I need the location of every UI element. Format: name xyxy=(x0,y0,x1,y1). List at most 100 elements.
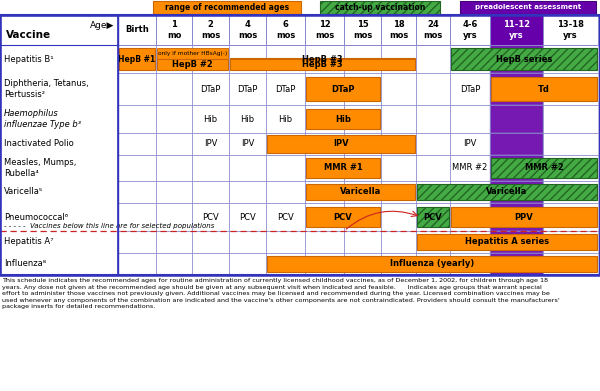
Bar xyxy=(490,181,543,203)
Bar xyxy=(543,203,598,231)
Bar xyxy=(344,231,381,253)
Bar xyxy=(490,231,543,253)
Bar xyxy=(229,105,266,133)
Bar xyxy=(156,105,192,133)
Bar xyxy=(305,181,344,203)
Text: PCV: PCV xyxy=(239,212,256,221)
Bar xyxy=(416,133,450,155)
Bar xyxy=(306,207,380,227)
Bar xyxy=(344,45,381,73)
Bar xyxy=(192,231,229,253)
Text: Hepatitis A⁷: Hepatitis A⁷ xyxy=(4,237,53,246)
Bar xyxy=(156,155,192,181)
Bar xyxy=(229,181,266,203)
Bar xyxy=(230,58,415,60)
Bar xyxy=(490,181,543,203)
Bar xyxy=(305,105,344,133)
Text: MMR #2: MMR #2 xyxy=(524,163,563,172)
Text: DTaP: DTaP xyxy=(331,84,355,93)
Bar xyxy=(305,231,344,253)
Bar xyxy=(0,15,118,275)
Bar xyxy=(192,181,229,203)
Text: IPV: IPV xyxy=(204,140,217,149)
Bar xyxy=(306,158,380,178)
Text: 1
mo: 1 mo xyxy=(167,20,181,40)
Bar xyxy=(266,105,305,133)
Bar xyxy=(450,133,490,155)
Bar xyxy=(229,133,266,155)
Bar xyxy=(344,133,381,155)
Bar xyxy=(416,181,450,203)
Bar xyxy=(416,253,450,275)
Bar xyxy=(156,133,192,155)
Bar xyxy=(381,253,416,275)
Text: 13-18
yrs: 13-18 yrs xyxy=(557,20,584,40)
Bar xyxy=(490,105,543,133)
Bar xyxy=(344,155,381,181)
Text: only if mother HBsAg(-): only if mother HBsAg(-) xyxy=(158,51,227,56)
Text: 15
mos: 15 mos xyxy=(353,20,372,40)
Bar xyxy=(153,1,301,14)
Text: Hib: Hib xyxy=(203,115,218,124)
Text: DTaP: DTaP xyxy=(238,84,257,93)
Text: Hib: Hib xyxy=(278,115,293,124)
Bar xyxy=(118,203,156,231)
Text: DTaP: DTaP xyxy=(200,84,221,93)
Bar xyxy=(229,45,266,73)
Bar xyxy=(192,45,229,73)
Text: Varicella: Varicella xyxy=(487,188,527,197)
Bar xyxy=(490,155,543,181)
Bar xyxy=(266,133,305,155)
Bar xyxy=(381,15,416,45)
Bar xyxy=(156,15,192,45)
Bar xyxy=(344,73,381,105)
Bar xyxy=(490,45,543,73)
Bar xyxy=(118,181,156,203)
Text: Td: Td xyxy=(538,84,550,93)
Text: This schedule indicates the recommended ages for routine administration of curre: This schedule indicates the recommended … xyxy=(2,278,560,309)
Bar xyxy=(156,231,192,253)
Bar xyxy=(543,15,598,45)
Bar xyxy=(192,73,229,105)
Text: Hepatitis B¹: Hepatitis B¹ xyxy=(4,54,53,63)
Bar xyxy=(490,45,543,73)
Text: IPV: IPV xyxy=(333,140,349,149)
Bar xyxy=(0,105,600,133)
Text: 4
mos: 4 mos xyxy=(238,20,257,40)
Text: PCV: PCV xyxy=(334,212,352,221)
Bar xyxy=(230,59,415,70)
Bar xyxy=(543,133,598,155)
Bar xyxy=(0,181,600,203)
Text: 18
mos: 18 mos xyxy=(389,20,408,40)
Text: Vaccine: Vaccine xyxy=(6,30,51,40)
Bar xyxy=(305,45,344,73)
Bar xyxy=(451,207,597,227)
Bar xyxy=(266,231,305,253)
Bar xyxy=(490,73,543,105)
Bar xyxy=(0,15,118,45)
Bar xyxy=(305,253,344,275)
Bar xyxy=(306,77,380,101)
Text: MMR #2: MMR #2 xyxy=(452,163,488,172)
Bar xyxy=(320,1,440,14)
Bar xyxy=(416,203,450,231)
Bar xyxy=(266,181,305,203)
Bar xyxy=(156,45,192,73)
Bar xyxy=(460,1,596,14)
Bar xyxy=(229,155,266,181)
Bar xyxy=(490,253,543,275)
Bar xyxy=(156,203,192,231)
Bar xyxy=(490,231,543,253)
Text: Haemophilus
influenzae Type b³: Haemophilus influenzae Type b³ xyxy=(4,109,81,129)
Bar xyxy=(344,105,381,133)
Bar xyxy=(306,184,415,200)
Text: Hib: Hib xyxy=(241,115,254,124)
Bar xyxy=(266,203,305,231)
Bar xyxy=(118,45,156,73)
Text: IPV: IPV xyxy=(463,140,476,149)
Bar xyxy=(344,203,381,231)
Text: catch-up vaccination: catch-up vaccination xyxy=(335,3,425,12)
Bar xyxy=(305,203,344,231)
Bar xyxy=(543,181,598,203)
Bar xyxy=(266,45,305,73)
